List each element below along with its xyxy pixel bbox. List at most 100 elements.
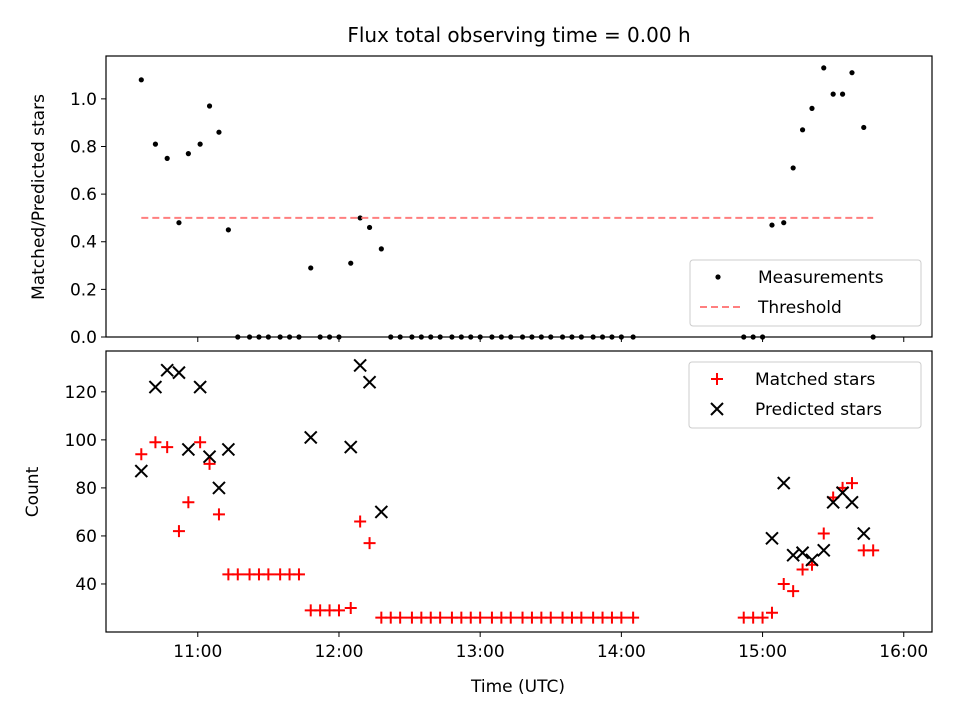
- measurement-point: [781, 220, 787, 226]
- predicted-stars-point: [857, 526, 871, 541]
- measurement-point: [830, 91, 836, 97]
- matched-stars-point: [172, 525, 185, 538]
- measurement-point: [769, 222, 775, 228]
- matched-stars-point: [765, 606, 778, 619]
- measurement-point: [790, 165, 796, 171]
- measurement-point: [348, 260, 354, 266]
- matched-stars-point: [474, 611, 487, 624]
- matched-stars-point: [149, 436, 162, 449]
- top-y-tick-label: 1.0: [70, 90, 97, 110]
- predicted-stars-point: [362, 375, 377, 389]
- matched-stars-point: [182, 496, 195, 509]
- x-tick-label: 15:00: [738, 642, 787, 662]
- measurement-point: [176, 220, 182, 226]
- matched-stars-point: [575, 611, 588, 624]
- matched-stars-point: [231, 568, 244, 581]
- flux-ratio-panel: Flux total observing time = 0.00 h Match…: [29, 23, 933, 348]
- predicted-stars-point: [795, 546, 810, 560]
- matched-stars-point: [203, 457, 216, 470]
- x-tick-label: 13:00: [456, 642, 505, 662]
- matched-stars-point: [363, 537, 376, 550]
- matched-stars-point: [354, 515, 367, 528]
- predicted-stars-point: [172, 365, 186, 380]
- matched-stars-point: [777, 577, 790, 590]
- measurement-point: [152, 141, 159, 147]
- legend-threshold-label: Threshold: [757, 298, 842, 318]
- predicted-stars-point: [777, 476, 791, 490]
- measurement-point: [164, 155, 170, 161]
- predicted-stars-point: [212, 481, 226, 495]
- matched-stars-point: [787, 585, 800, 598]
- predicted-stars-point: [344, 440, 358, 454]
- chart-title: Flux total observing time = 0.00 h: [347, 23, 690, 47]
- top-y-tick-label: 0.4: [70, 233, 97, 253]
- matched-stars-point: [434, 611, 447, 624]
- legend-measurements-label: Measurements: [758, 268, 884, 288]
- measurement-point: [357, 215, 363, 221]
- matched-stars-point: [135, 448, 148, 461]
- bottom-legend: Matched stars Predicted stars: [688, 361, 922, 429]
- predicted-stars-legend-marker: [710, 402, 724, 416]
- star-count-panel: Count Time (UTC) 40 60 80 100 120 11:00 12:00 1…: [23, 350, 933, 697]
- bottom-y-axis-label: Count: [23, 466, 43, 517]
- measurements-legend-marker: [715, 274, 721, 280]
- matched-stars-point: [161, 441, 174, 454]
- measurement-point: [821, 65, 827, 71]
- matched-stars-point: [615, 611, 628, 624]
- matched-stars-point: [867, 544, 880, 557]
- matched-stars-point: [344, 601, 357, 614]
- matched-stars-point: [817, 527, 830, 540]
- top-legend: Measurements Threshold: [689, 259, 922, 327]
- predicted-stars-point: [202, 449, 217, 464]
- top-legend-box: [689, 259, 922, 327]
- legend-matched-label: Matched stars: [755, 370, 875, 390]
- x-tick-label: 12:00: [314, 642, 363, 662]
- legend-predicted-label: Predicted stars: [755, 400, 882, 420]
- x-tick-label: 14:00: [597, 642, 646, 662]
- bottom-plot-area: 40 60 80 100 120 11:00 12:00 13:00 14:00 15:00 16:…: [65, 358, 928, 662]
- bottom-y-tick-label: 40: [75, 575, 97, 595]
- predicted-stars-point: [160, 363, 174, 377]
- predicted-stars-point: [193, 380, 207, 394]
- measurement-point: [861, 124, 867, 131]
- matched-stars-point: [627, 611, 640, 624]
- measurement-point: [138, 77, 144, 83]
- matched-stars-point: [504, 611, 517, 624]
- matched-stars-point: [756, 611, 769, 624]
- measurement-point: [366, 224, 373, 231]
- bottom-y-tick-label: 120: [65, 383, 97, 403]
- top-y-axis-label: Matched/Predicted stars: [29, 94, 49, 300]
- measurement-point: [809, 105, 815, 111]
- predicted-stars-point: [304, 430, 318, 445]
- measurement-point: [308, 265, 314, 271]
- matched-stars-point: [262, 568, 275, 581]
- bottom-y-tick-label: 80: [75, 479, 97, 499]
- measurement-point: [206, 103, 213, 109]
- matched-stars-point: [544, 611, 557, 624]
- x-axis-label: Time (UTC): [470, 677, 565, 697]
- predicted-stars-point: [353, 358, 367, 373]
- predicted-stars-point: [817, 543, 831, 558]
- top-y-tick-label: 0.2: [70, 280, 97, 300]
- x-tick-label: 16:00: [879, 642, 928, 662]
- predicted-stars-point: [805, 553, 819, 567]
- matched-stars-point: [394, 611, 407, 624]
- measurement-point: [225, 227, 231, 233]
- predicted-stars-point: [221, 442, 236, 457]
- bottom-axes-frame: [105, 350, 933, 633]
- top-axes-frame: [105, 55, 933, 338]
- x-tick-label: 11:00: [173, 642, 222, 662]
- measurement-point: [799, 127, 806, 133]
- matched-stars-point: [194, 436, 207, 449]
- matched-stars-point: [845, 477, 858, 490]
- bottom-y-tick-label: 60: [75, 527, 97, 547]
- matched-stars-point: [332, 604, 345, 617]
- predicted-stars-point: [845, 495, 859, 510]
- measurement-point: [216, 129, 222, 135]
- bottom-legend-box: [688, 361, 922, 429]
- top-y-tick-label: 0.0: [70, 328, 97, 348]
- bottom-y-tick-label: 100: [65, 431, 97, 451]
- predicted-stars-point: [765, 531, 779, 546]
- measurement-point: [378, 246, 384, 252]
- measurement-point: [197, 141, 203, 147]
